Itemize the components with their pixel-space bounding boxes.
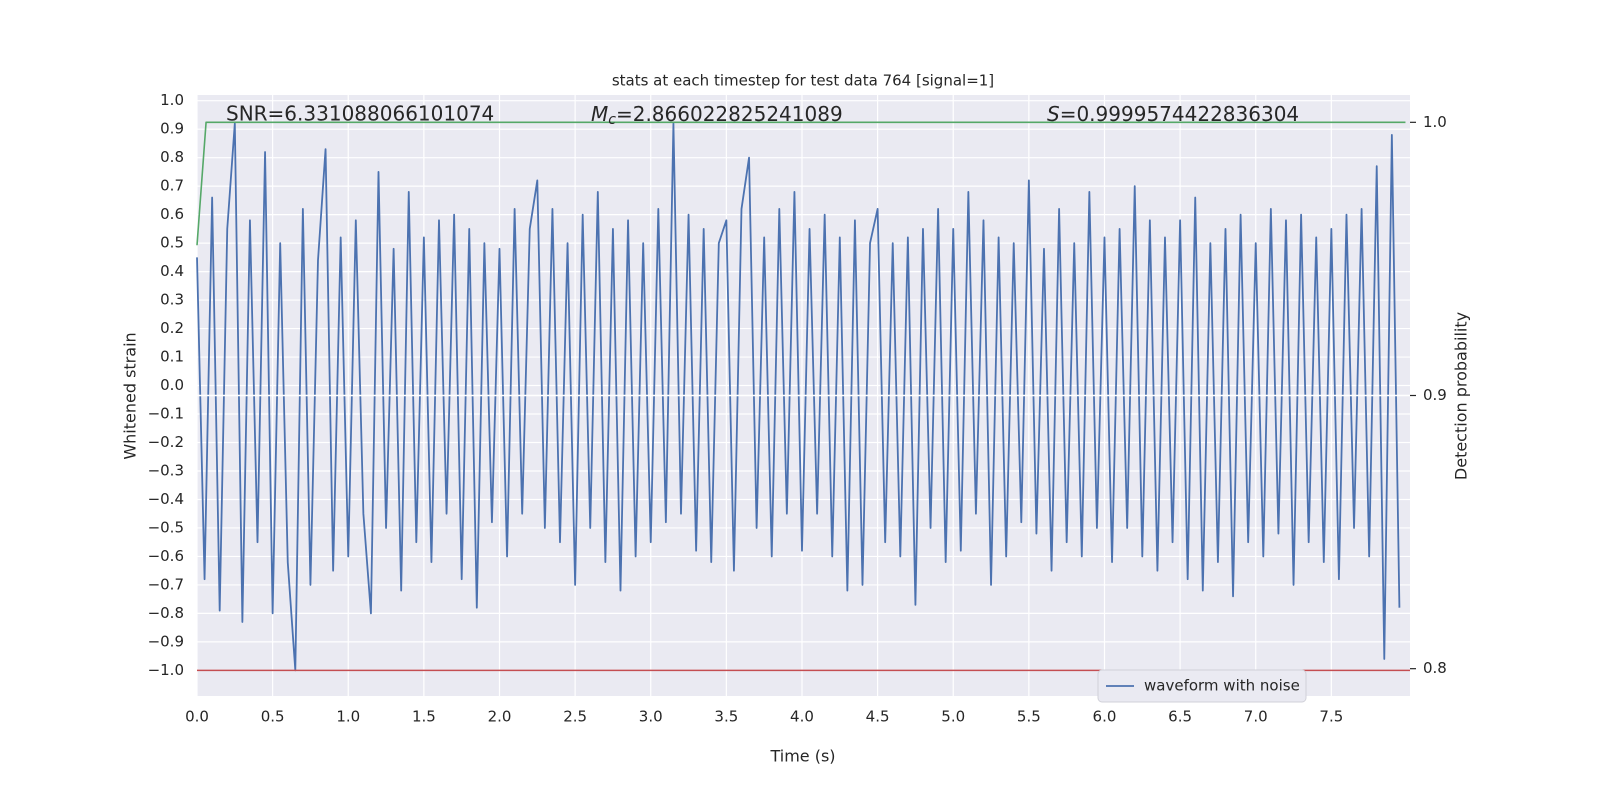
y-tick-label: −0.5 — [148, 518, 184, 536]
y2-tick-label: 0.8 — [1423, 659, 1447, 677]
x-tick-label: 3.0 — [639, 708, 663, 726]
y2-tick-label: 0.9 — [1423, 386, 1447, 404]
annotation-text: =2.866022825241089 — [616, 102, 843, 126]
x-axis-label: Time (s) — [769, 747, 835, 766]
x-tick-label: 4.5 — [866, 708, 890, 726]
annotation: S=0.9999574422836304 — [1047, 102, 1299, 126]
legend-label: waveform with noise — [1144, 677, 1300, 695]
y2-tick-label: 1.0 — [1423, 113, 1447, 131]
y-tick-label: 0.5 — [160, 234, 184, 252]
y-tick-label: 0.3 — [160, 291, 184, 309]
x-tick-label: 5.0 — [941, 708, 965, 726]
y-tick-label: 0.7 — [160, 177, 184, 195]
y-tick-label: −0.1 — [148, 405, 184, 423]
y-tick-label: −0.7 — [148, 575, 184, 593]
annotation-text: =0.9999574422836304 — [1060, 102, 1299, 126]
y-tick-label: −1.0 — [148, 661, 184, 679]
y-tick-label: 0.9 — [160, 120, 184, 138]
y-tick-label: −0.9 — [148, 632, 184, 650]
x-tick-label: 3.5 — [714, 708, 738, 726]
x-tick-label: 7.0 — [1244, 708, 1268, 726]
annotation-subscript: c — [608, 112, 616, 128]
y-tick-label: −0.2 — [148, 433, 184, 451]
annotation-symbol: S — [1047, 102, 1060, 126]
x-tick-label: 5.5 — [1017, 708, 1041, 726]
y-tick-label: 0.1 — [160, 348, 184, 366]
x-tick-label: 0.0 — [185, 708, 209, 726]
y2-axis-label: Detection probability — [1452, 312, 1471, 480]
y-tick-label: −0.3 — [148, 461, 184, 479]
x-tick-label: 6.0 — [1093, 708, 1117, 726]
y-tick-label: −0.4 — [148, 490, 184, 508]
x-tick-label: 2.0 — [488, 708, 512, 726]
y-tick-label: 0.6 — [160, 205, 184, 223]
legend-box — [1097, 669, 1307, 703]
x-tick-label: 2.5 — [563, 708, 587, 726]
y-tick-label: −0.8 — [148, 604, 184, 622]
y-tick-label: −0.6 — [148, 547, 184, 565]
annotation: Mc=2.866022825241089 — [591, 102, 843, 129]
series-line — [196, 121, 1406, 246]
y-tick-label: 0.0 — [160, 376, 184, 394]
annotation-symbol: M — [591, 102, 608, 126]
y-tick-label: 0.4 — [160, 262, 184, 280]
annotation: SNR=6.331088066101074 — [226, 102, 494, 126]
y-tick-label: 0.8 — [160, 148, 184, 166]
y-axis-label: Whitened strain — [121, 332, 140, 459]
x-tick-label: 0.5 — [261, 708, 285, 726]
y-tick-label: 0.2 — [160, 319, 184, 337]
legend: waveform with noise — [1097, 669, 1307, 703]
x-tick-label: 7.5 — [1319, 708, 1343, 726]
x-tick-label: 6.5 — [1168, 708, 1192, 726]
series-line — [196, 122, 1401, 672]
x-tick-label: 1.5 — [412, 708, 436, 726]
y-tick-label: 1.0 — [160, 91, 184, 109]
chart-title: stats at each timestep for test data 764… — [612, 72, 994, 90]
x-tick-label: 4.0 — [790, 708, 814, 726]
x-tick-label: 1.0 — [336, 708, 360, 726]
